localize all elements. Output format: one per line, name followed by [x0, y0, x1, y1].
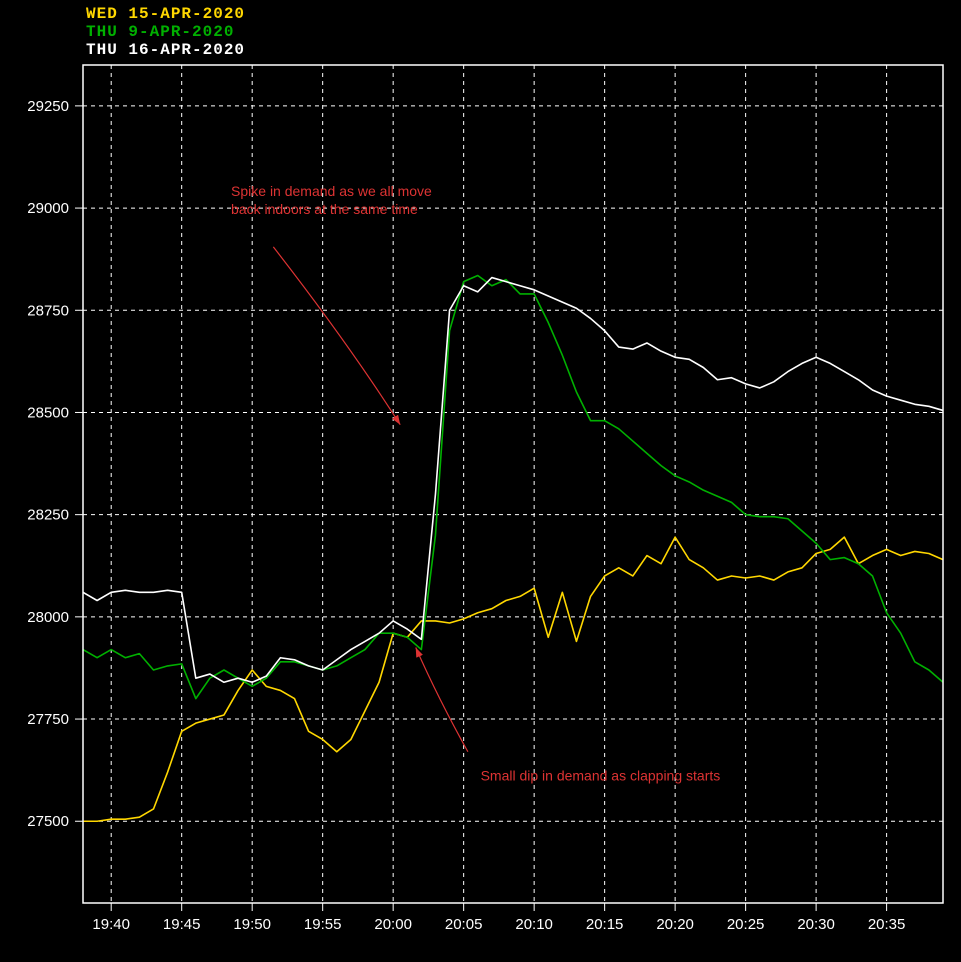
legend-item: WED 15-APR-2020 — [86, 5, 245, 23]
y-tick-label: 28500 — [27, 404, 69, 421]
demand-line-chart: 27500 27750 28000 28250 28500 28750 29000 29250… — [0, 0, 961, 962]
legend: WED 15-APR-2020THU 9-APR-2020THU 16-APR-… — [86, 5, 245, 59]
legend-item: THU 16-APR-2020 — [86, 41, 245, 59]
x-tick-label: 19:50 — [233, 916, 271, 933]
x-tick-label: 20:15 — [586, 916, 624, 933]
spike-annotation-text: back indoors at the same time — [231, 201, 418, 217]
x-tick-label: 20:30 — [797, 916, 835, 933]
x-tick-label: 19:55 — [304, 916, 342, 933]
y-tick-label: 28000 — [27, 609, 69, 626]
x-tick-label: 20:05 — [445, 916, 483, 933]
x-tick-label: 19:40 — [92, 916, 130, 933]
x-tick-label: 20:25 — [727, 916, 765, 933]
y-tick-label: 28750 — [27, 302, 69, 319]
x-tick-label: 19:45 — [163, 916, 201, 933]
y-tick-label: 27500 — [27, 813, 69, 830]
x-tick-label: 20:35 — [868, 916, 906, 933]
chart-background — [0, 0, 961, 962]
dip-annotation-text: Small dip in demand as clapping starts — [481, 767, 721, 783]
x-tick-label: 20:20 — [656, 916, 694, 933]
y-tick-label: 27750 — [27, 711, 69, 728]
spike-annotation-text: Spike in demand as we all move — [231, 183, 432, 199]
x-tick-label: 20:10 — [515, 916, 553, 933]
y-tick-label: 29250 — [27, 98, 69, 115]
x-tick-label: 20:00 — [374, 916, 412, 933]
y-tick-label: 28250 — [27, 507, 69, 524]
legend-item: THU 9-APR-2020 — [86, 23, 234, 41]
y-tick-label: 29000 — [27, 200, 69, 217]
